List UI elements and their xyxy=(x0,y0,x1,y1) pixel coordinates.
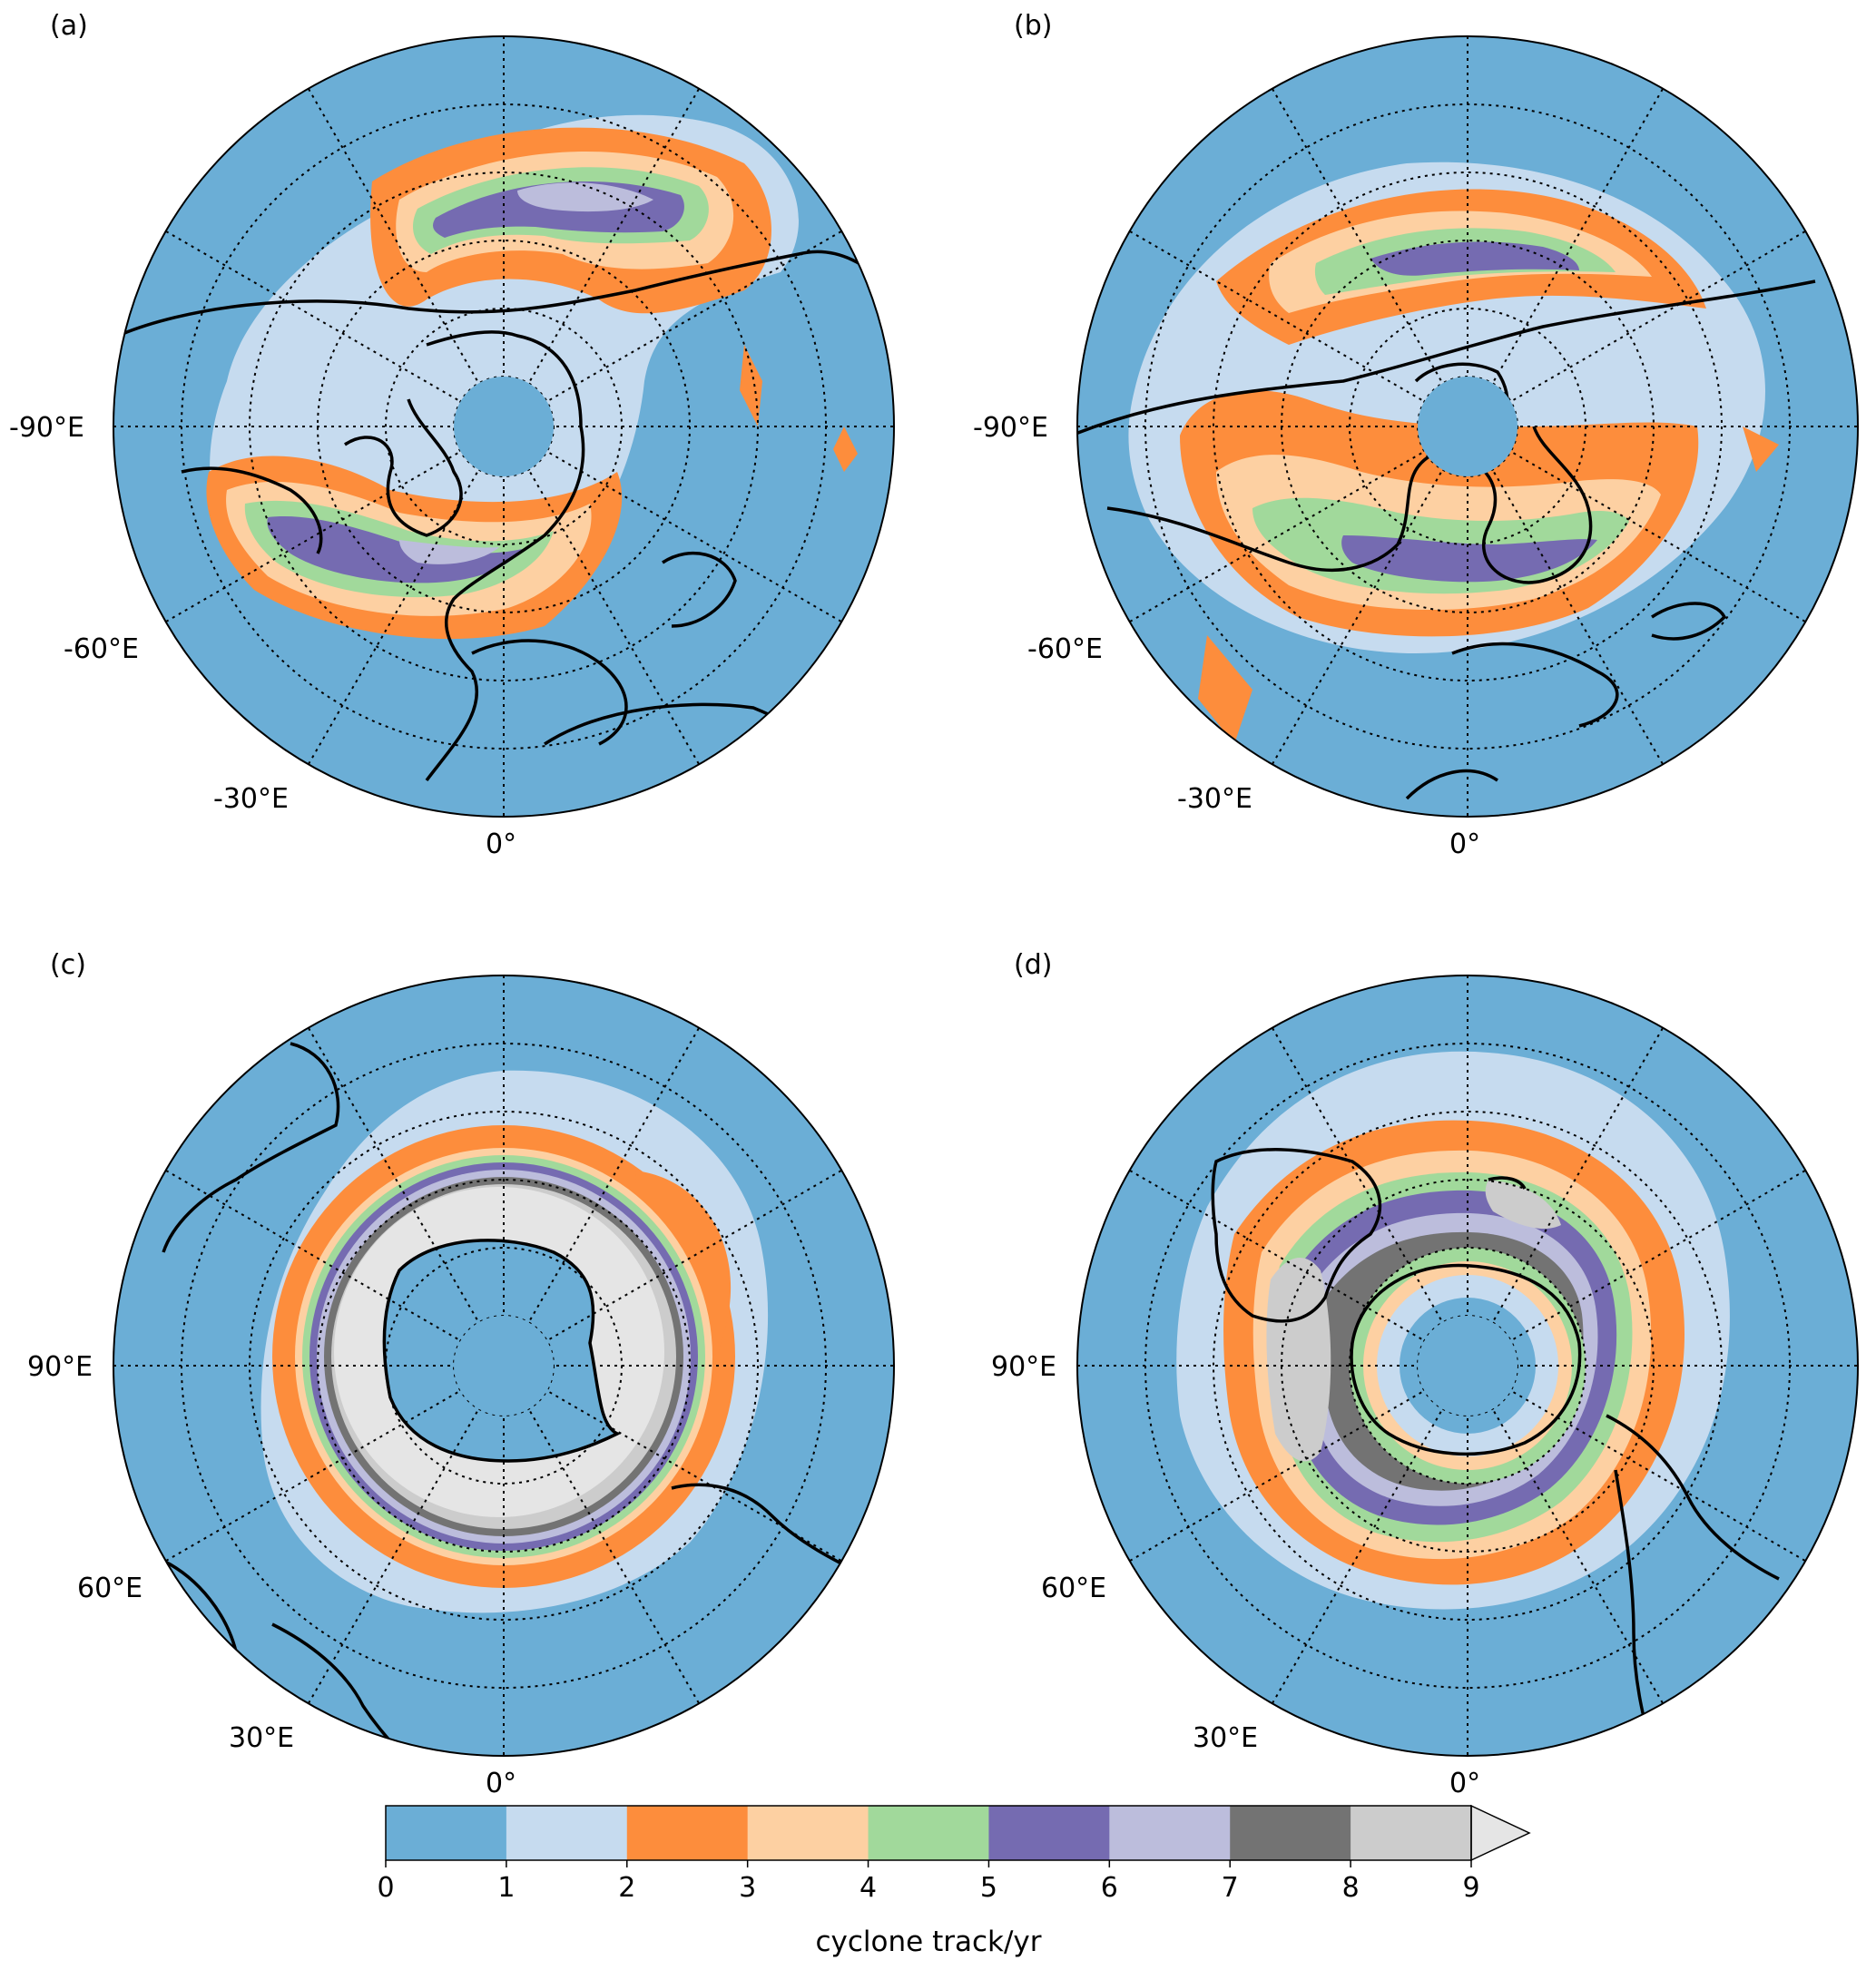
lon-label: -30°E xyxy=(213,783,289,815)
panel-label: (d) xyxy=(1014,949,1052,981)
pole-cap xyxy=(454,1316,554,1416)
colorbar-tick-label: 5 xyxy=(980,1872,997,1904)
panel-label: (b) xyxy=(1014,10,1052,42)
coastlines xyxy=(162,1042,872,1756)
lon-label: 60°E xyxy=(1041,1573,1106,1604)
contour-spot xyxy=(1198,635,1252,744)
panel-b: (b) -90°E -60°E -30°E 0° xyxy=(973,10,1859,860)
colorbar-tick-label: 0 xyxy=(377,1872,394,1904)
panel-a-map xyxy=(113,36,894,817)
map-boundary xyxy=(113,35,895,818)
panel-b-map xyxy=(1077,36,1858,817)
contour-spot xyxy=(740,345,762,426)
lon-label: 90°E xyxy=(991,1351,1056,1383)
lon-label: -60°E xyxy=(1027,633,1103,665)
panel-d: (d) 90°E 60°E 30°E 0° xyxy=(991,949,1859,1799)
map-boundary xyxy=(1076,975,1859,1757)
colorbar-ticks: 0 1 2 3 4 5 6 7 8 9 xyxy=(377,1860,1480,1904)
map-boundary xyxy=(113,975,895,1757)
lon-label: 60°E xyxy=(77,1573,142,1604)
panel-d-map xyxy=(1077,975,1858,1756)
lon-label: -90°E xyxy=(973,412,1048,444)
colorbar-swatch xyxy=(506,1806,628,1860)
contour-8-9-west xyxy=(1266,1258,1331,1462)
contour-6-7-upper xyxy=(517,182,653,212)
lon-label: -30°E xyxy=(1177,783,1252,815)
colorbar-tick-label: 7 xyxy=(1222,1872,1239,1904)
panel-a: (a) -90°E -60°E -30°E 0° xyxy=(9,10,895,860)
colorbar-tick-label: 1 xyxy=(497,1872,515,1904)
contour-5-6-lower xyxy=(1341,535,1597,583)
colorbar-extend-arrow xyxy=(1470,1804,1531,1862)
colorbar-swatch xyxy=(868,1806,989,1860)
panel-label: (a) xyxy=(50,10,88,42)
colorbar-swatch xyxy=(626,1806,749,1860)
colorbar-tick-label: 9 xyxy=(1462,1872,1479,1904)
colorbar-swatch xyxy=(988,1806,1110,1860)
colorbar-tick-label: 4 xyxy=(859,1872,877,1904)
lon-label: 30°E xyxy=(1193,1722,1258,1754)
colorbar-tick-label: 3 xyxy=(739,1872,756,1904)
colorbar-swatches xyxy=(386,1806,1472,1860)
colorbar-frame xyxy=(385,1805,1472,1861)
lon-label: 0° xyxy=(486,1768,516,1799)
lon-label: 0° xyxy=(1449,828,1480,860)
colorbar-swatch xyxy=(747,1806,869,1860)
colorbar-swatch xyxy=(1109,1806,1231,1860)
colorbar-label: cyclone track/yr xyxy=(815,1926,1041,1958)
colorbar-swatch xyxy=(386,1806,507,1860)
contour-5-6-lower xyxy=(267,516,522,583)
lon-label: 30°E xyxy=(229,1722,294,1754)
colorbar-tick-label: 6 xyxy=(1101,1872,1118,1904)
colorbar-swatch xyxy=(1351,1806,1472,1860)
contour-8-9-north xyxy=(1485,1180,1561,1230)
lon-label: -90°E xyxy=(9,412,84,444)
colorbar: 0 1 2 3 4 5 6 7 8 9 cyclone track/yr xyxy=(377,1804,1531,1958)
contour-6-7-lower xyxy=(399,540,499,564)
pole-cap xyxy=(454,377,554,476)
colorbar-tick-label: 8 xyxy=(1342,1872,1360,1904)
contour-spot xyxy=(833,426,858,472)
pole-cap xyxy=(1418,1316,1517,1416)
colorbar-swatch xyxy=(1230,1806,1351,1860)
colorbar-tick-label: 2 xyxy=(618,1872,635,1904)
pole-cap xyxy=(1418,377,1517,476)
map-boundary xyxy=(1076,35,1859,818)
coastlines xyxy=(1211,1148,1780,1752)
lon-label: 0° xyxy=(1449,1768,1480,1799)
lon-label: 90°E xyxy=(27,1351,93,1383)
panel-c-map xyxy=(113,975,894,1756)
lon-label: 0° xyxy=(486,828,516,860)
panel-c: (c) 90°E 60°E 30°E 0° xyxy=(27,949,895,1799)
contour-spot xyxy=(1743,426,1779,472)
panel-label: (c) xyxy=(50,949,86,981)
lon-label: -60°E xyxy=(64,633,139,665)
